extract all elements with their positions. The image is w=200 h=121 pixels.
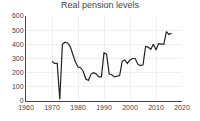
svg-text:1980: 1980 [70,104,86,111]
svg-text:2020: 2020 [174,104,190,111]
svg-text:2010: 2010 [148,104,164,111]
svg-text:2000: 2000 [122,104,138,111]
svg-text:1960: 1960 [18,104,34,111]
svg-text:200: 200 [12,69,24,76]
svg-text:1990: 1990 [96,104,112,111]
svg-text:600: 600 [12,12,24,19]
svg-text:0: 0 [20,97,24,104]
svg-text:100: 100 [12,83,24,90]
svg-text:400: 400 [12,41,24,48]
svg-text:300: 300 [12,55,24,62]
svg-text:Real pension levels: Real pension levels [61,0,140,10]
svg-text:500: 500 [12,27,24,34]
svg-text:1970: 1970 [44,104,60,111]
